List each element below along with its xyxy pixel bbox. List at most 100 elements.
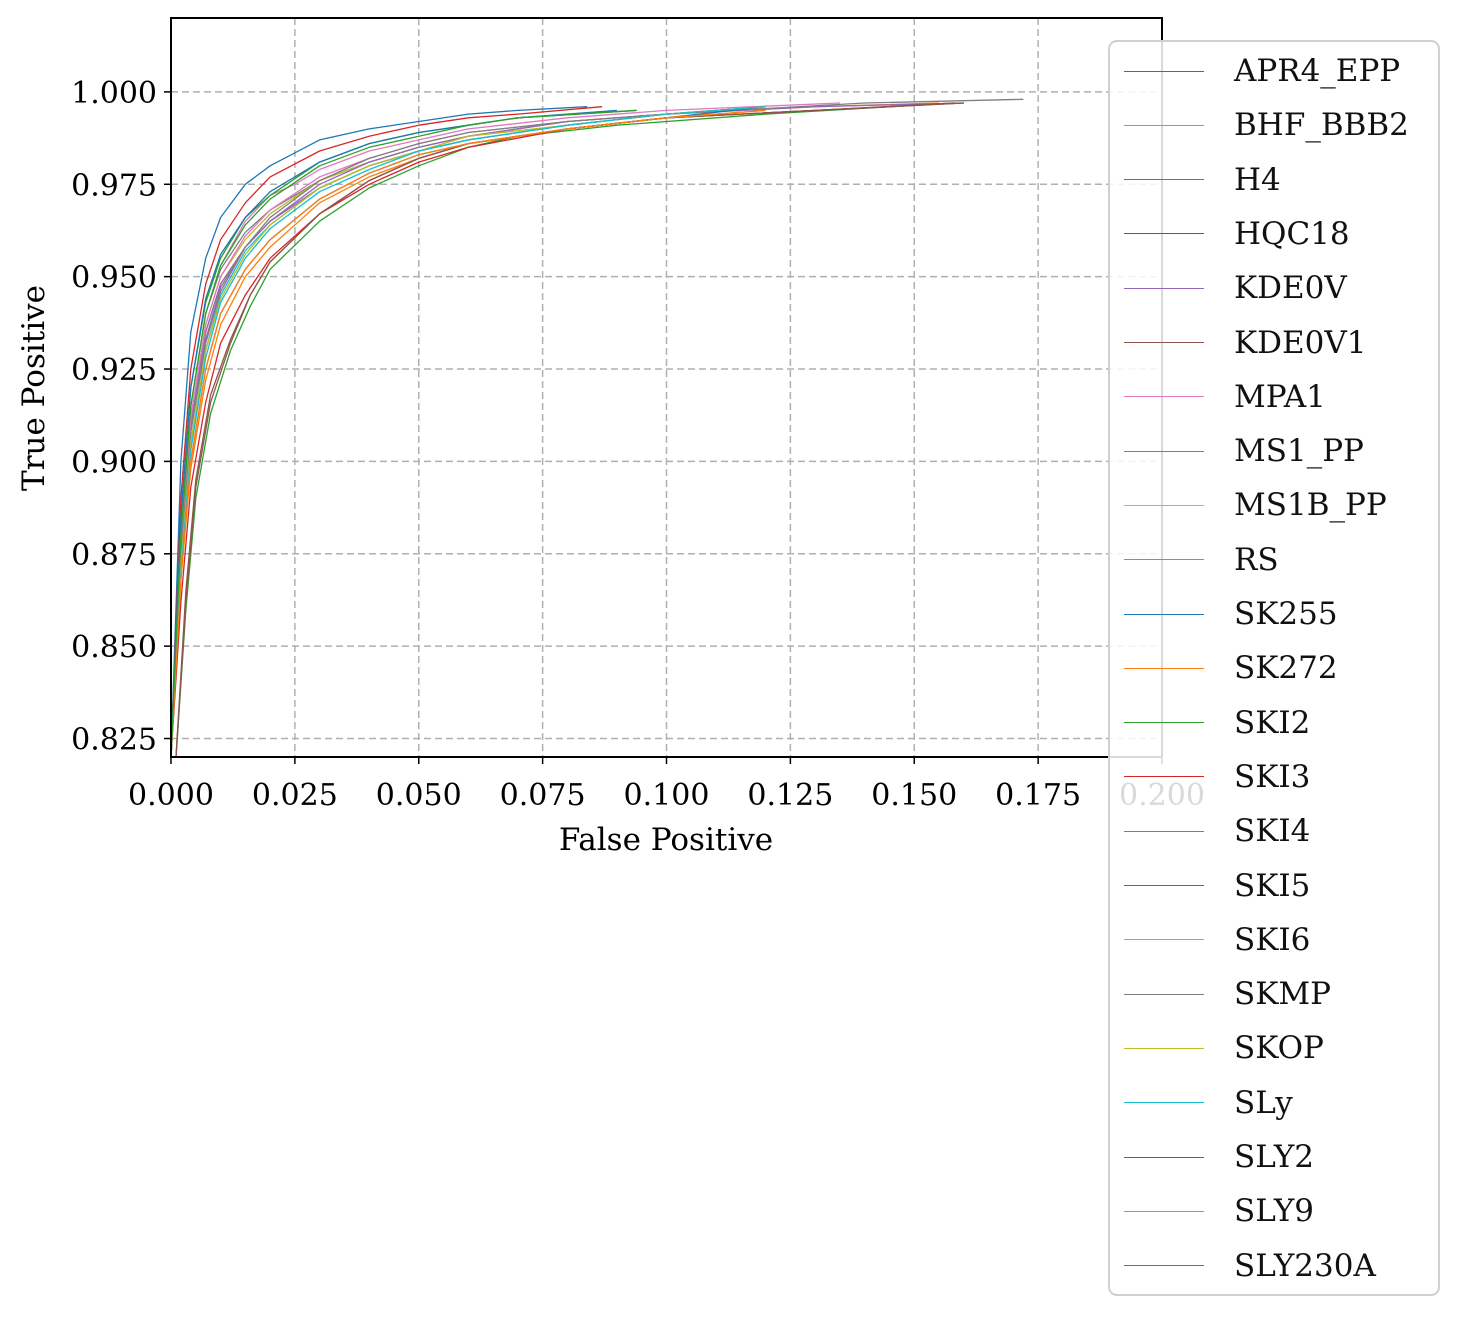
x-tick-label: 0.000 — [128, 778, 214, 813]
y-axis-label: True Positive — [16, 285, 52, 491]
legend-item: SKMP — [1124, 967, 1331, 1021]
legend-label: KDE0V1 — [1234, 324, 1367, 361]
x-axis-ticks: 0.000 0.025 0.050 0.075 0.100 0.125 0.150 0.175… — [128, 757, 1205, 813]
legend-swatch — [1124, 993, 1204, 995]
legend-item: SLY9 — [1124, 1184, 1314, 1238]
legend-swatch — [1124, 613, 1204, 615]
y-tick-label: 0.925 — [71, 353, 157, 388]
legend-item: SKI6 — [1124, 913, 1310, 967]
y-tick-label: 0.850 — [71, 630, 157, 665]
legend-label: SKMP — [1234, 976, 1331, 1013]
legend-label: APR4_EPP — [1234, 53, 1401, 89]
legend-swatch — [1124, 450, 1204, 452]
y-tick-label: 0.900 — [71, 445, 157, 480]
legend-label: SK255 — [1234, 596, 1338, 632]
x-tick-label: 0.025 — [252, 778, 338, 813]
legend-item: SLY230A — [1124, 1239, 1376, 1293]
legend-swatch — [1124, 233, 1204, 235]
legend-swatch — [1124, 342, 1204, 343]
y-axis-ticks: 0.825 0.850 0.875 0.900 0.925 0.950 0.975 1.000 — [71, 76, 171, 758]
series-line-sk272 — [171, 109, 766, 757]
legend-swatch — [1124, 722, 1204, 724]
x-tick-label: 0.075 — [500, 778, 586, 813]
legend-item: MS1B_PP — [1124, 478, 1387, 532]
series-line-mpa1 — [171, 102, 840, 757]
legend-swatch — [1124, 179, 1204, 181]
legend-item: SLy — [1124, 1076, 1293, 1130]
legend-swatch — [1124, 504, 1204, 506]
legend-swatch — [1124, 1047, 1204, 1049]
legend-label: SKI4 — [1234, 813, 1311, 850]
legend-label: SLY230A — [1234, 1247, 1376, 1284]
legend-swatch — [1124, 776, 1204, 778]
legend-swatch — [1124, 1265, 1204, 1267]
legend-label: BHF_BBB2 — [1234, 107, 1409, 144]
series-line-sly230a — [171, 109, 637, 757]
legend-item: H4 — [1124, 153, 1281, 207]
legend-label: KDE0V — [1234, 270, 1347, 307]
legend-label: SLy — [1234, 1084, 1293, 1121]
y-tick-label: 0.950 — [71, 261, 157, 296]
legend-label: SKI6 — [1234, 921, 1311, 958]
x-tick-label: 0.150 — [871, 778, 957, 813]
legend-swatch — [1124, 124, 1204, 126]
legend-label: H4 — [1234, 161, 1281, 198]
legend-item: HQC18 — [1124, 207, 1350, 261]
x-axis-label: False Positive — [559, 822, 773, 858]
legend-item: KDE0V1 — [1124, 316, 1366, 370]
series-line-apr4-epp — [171, 106, 588, 757]
x-tick-label: 0.175 — [995, 778, 1081, 813]
legend-swatch — [1124, 287, 1204, 289]
legend-item: SKI4 — [1124, 804, 1310, 858]
legend-label: MS1_PP — [1234, 433, 1364, 470]
legend-swatch — [1124, 1102, 1204, 1104]
series-line-h4 — [175, 102, 954, 757]
legend-label: SLY2 — [1234, 1139, 1315, 1175]
legend-label: SK272 — [1234, 650, 1338, 687]
y-tick-label: 0.875 — [71, 538, 157, 573]
legend-item: RS — [1124, 533, 1279, 587]
legend-item: MPA1 — [1124, 370, 1326, 424]
series-line-ms1-pp — [171, 98, 1024, 757]
legend-label: SKI5 — [1234, 867, 1311, 904]
y-tick-label: 1.000 — [71, 76, 157, 111]
legend-swatch — [1124, 559, 1204, 561]
legend-item: BHF_BBB2 — [1124, 98, 1409, 152]
legend-label: SKI2 — [1234, 704, 1311, 741]
series-line-ski2 — [171, 109, 637, 757]
grid-lines — [171, 18, 1162, 757]
series-line-hqc18 — [171, 106, 603, 757]
legend-item: SKI5 — [1124, 859, 1310, 913]
series-line-sly — [171, 106, 766, 757]
series-line-sly9 — [171, 109, 766, 757]
series-line-skmp — [171, 106, 766, 757]
legend-label: MPA1 — [1234, 378, 1326, 415]
legend-label: RS — [1234, 541, 1279, 578]
legend-swatch — [1124, 70, 1204, 72]
legend-item: MS1_PP — [1124, 424, 1364, 478]
legend-swatch — [1124, 667, 1204, 669]
legend-swatch — [1124, 1210, 1204, 1212]
legend-swatch — [1124, 830, 1204, 832]
series-lines — [171, 98, 1024, 757]
legend-label: SKI3 — [1234, 758, 1311, 795]
y-tick-label: 0.975 — [71, 168, 157, 203]
legend-item: KDE0V — [1124, 261, 1347, 315]
legend-item: SKI3 — [1124, 750, 1310, 804]
legend: APR4_EPP BHF_BBB2 H4 HQC18 KDE0V KDE0V1 MPA1 MS… — [1108, 40, 1440, 1296]
legend-item: SK255 — [1124, 587, 1338, 641]
legend-label: MS1B_PP — [1234, 487, 1387, 524]
legend-item: SK272 — [1124, 641, 1338, 695]
x-tick-label: 0.050 — [376, 778, 462, 813]
legend-swatch — [1124, 1156, 1204, 1158]
legend-item: SLY2 — [1124, 1130, 1314, 1184]
series-line-sly2 — [171, 109, 617, 757]
legend-label: HQC18 — [1234, 215, 1350, 252]
legend-label: SKOP — [1234, 1030, 1324, 1067]
legend-item: APR4_EPP — [1124, 44, 1400, 98]
legend-item: SKOP — [1124, 1021, 1324, 1075]
x-tick-label: 0.100 — [624, 778, 710, 813]
legend-swatch — [1124, 396, 1204, 398]
y-tick-label: 0.825 — [71, 723, 157, 758]
